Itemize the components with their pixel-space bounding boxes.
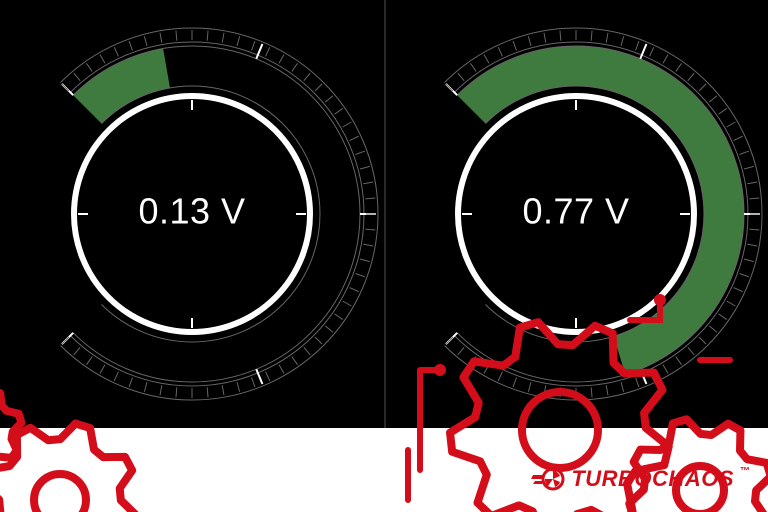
stage: 0.13 V 0.77 V TURBOCHAOS ™: [0, 0, 768, 512]
brand-text: TURBOCHAOS: [571, 466, 734, 492]
brand-logo: TURBOCHAOS ™: [531, 466, 750, 492]
gauge-right: 0.77 V: [384, 0, 768, 428]
gauge-panel-left: 0.13 V: [0, 0, 384, 428]
gauge-panel-right: 0.77 V: [384, 0, 768, 428]
gauge-left: 0.13 V: [0, 0, 384, 428]
gauge-area: 0.13 V 0.77 V: [0, 0, 768, 428]
gauge-value-left: 0.13 V: [138, 191, 245, 232]
trademark-symbol: ™: [740, 466, 750, 477]
panel-divider: [384, 0, 386, 428]
turbo-icon: [531, 466, 565, 492]
gauge-value-right: 0.77 V: [522, 191, 629, 232]
